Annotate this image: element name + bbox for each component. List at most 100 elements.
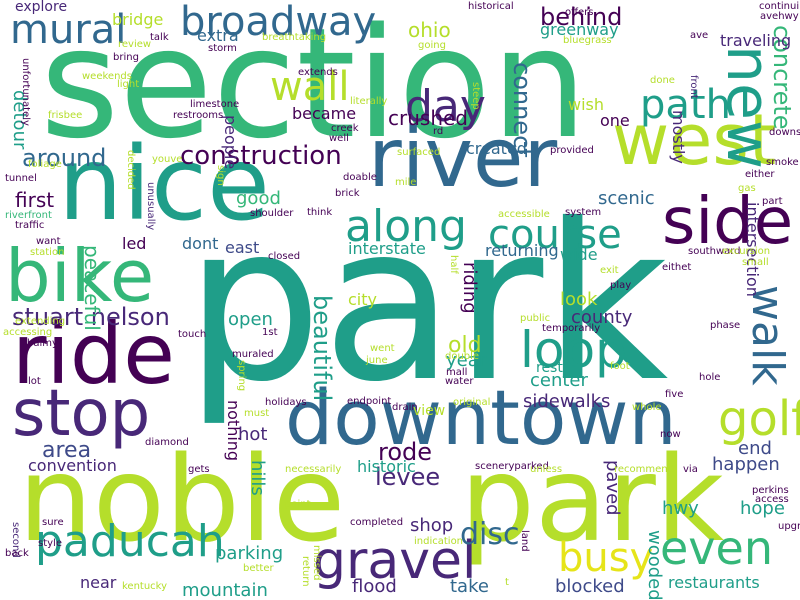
word-style-194: style — [38, 538, 62, 549]
word-area-39: area — [42, 438, 92, 463]
word-want-141: want — [36, 236, 61, 247]
word-wooded-72: wooded — [644, 530, 665, 600]
word-park-0: park — [185, 178, 669, 429]
word-wall-16: wall — [270, 64, 350, 110]
word-creek-111: creek — [331, 123, 359, 134]
word-going-114: going — [418, 40, 446, 51]
word-river-5: river — [368, 111, 558, 206]
word-year-61: year — [446, 350, 487, 371]
word-surfaced-121: surfaced — [397, 147, 441, 158]
word-riverfront-134: riverfront — [5, 210, 52, 221]
word-near-76: near — [80, 573, 117, 592]
word-rode-32: rode — [378, 438, 433, 466]
word-traffic-135: traffic — [15, 220, 45, 231]
word-beautiful-30: beautiful — [308, 295, 336, 402]
word-better-196: better — [243, 563, 274, 574]
word-offers-96: offers — [565, 7, 594, 18]
word-touch-157: touch — [178, 329, 207, 340]
word-hole-175: hole — [699, 372, 721, 383]
word-recommend-182: recommend — [614, 464, 674, 475]
word-small-147: small — [742, 257, 769, 268]
word-closed-143: closed — [268, 251, 301, 262]
word-ohio-37: ohio — [408, 18, 451, 42]
word-wish-87: wish — [568, 95, 605, 114]
word-rd-113: rd — [433, 126, 444, 137]
word-doable-129: doable — [343, 172, 377, 183]
word-1st-158: 1st — [262, 327, 278, 338]
word-created-46: created — [466, 139, 527, 158]
word-broadway-13: broadway — [180, 0, 377, 45]
word-missed-191: missed — [311, 545, 322, 581]
word-youve-126: youve — [152, 154, 183, 165]
word-frisbee-106: frisbee — [48, 110, 83, 121]
word-original-172: original — [453, 397, 491, 408]
word-smoke-120: smoke — [766, 157, 799, 168]
word-interstate-48: interstate — [348, 239, 426, 258]
word-limestone-107: limestone — [190, 99, 240, 110]
word-bike-7: bike — [5, 234, 155, 318]
word-weekends-104: weekends — [82, 71, 132, 82]
word-behind-36: behind — [540, 3, 623, 31]
word-first-45: first — [15, 188, 55, 212]
word-parking-74: parking — [215, 543, 284, 564]
word-extends-110: extends — [298, 67, 338, 78]
word-eithet-148: eithet — [662, 262, 692, 273]
word-even-22: even — [660, 521, 773, 575]
word-gravel-23: gravel — [313, 531, 477, 591]
word-flood-77: flood — [352, 576, 397, 597]
word-riding-60: riding — [459, 262, 480, 314]
word-open-56: open — [228, 309, 273, 330]
word-rest-91: rest — [536, 360, 563, 376]
word-one-43: one — [600, 111, 630, 130]
word-spring-164: spring — [236, 360, 247, 392]
word-extending-154: extending — [15, 316, 66, 327]
word-section-1: section — [40, 0, 588, 172]
word-light-103: light — [117, 79, 140, 90]
word-view-92: view — [413, 403, 446, 419]
word-accessible-136: accessible — [498, 209, 550, 220]
word-phase-153: phase — [710, 320, 741, 331]
word-provided-122: provided — [550, 145, 594, 156]
word-nice-4: nice — [58, 125, 270, 244]
word-public-152: public — [520, 313, 551, 324]
word-bridge-82: bridge — [112, 10, 164, 29]
word-old-57: old — [448, 333, 482, 358]
word-lot-165: lot — [28, 376, 41, 387]
word-drain-171: drain — [392, 402, 418, 413]
word-steep-116: steep — [470, 82, 481, 110]
word-perkins-184: perkins — [752, 485, 789, 496]
word-people-84: people — [221, 115, 240, 170]
word-east-52: east — [225, 238, 260, 257]
word-restaurants-80: restaurants — [668, 573, 760, 592]
word-course-21: course — [488, 212, 622, 258]
word-downs-119: downs — [769, 127, 800, 138]
word-southward-145: southward — [688, 246, 741, 257]
word-day-17: day — [405, 81, 486, 132]
word-path-14: path — [640, 82, 731, 128]
word-diamond-176: diamond — [145, 437, 189, 448]
word-brick-130: brick — [335, 188, 360, 199]
word-county-55: county — [571, 307, 633, 328]
word-system-137: system — [565, 207, 602, 218]
word-avehwy-94: avehwy — [760, 11, 799, 22]
word-sidewalks-62: sidewalks — [523, 391, 611, 412]
word-explore-81: explore — [15, 0, 68, 15]
word-double-161: double — [445, 351, 480, 362]
word-center-59: center — [530, 370, 588, 391]
word-station-142: station — [30, 247, 65, 258]
word-talk-100: talk — [150, 32, 169, 43]
word-kentucky-198: kentucky — [122, 581, 168, 592]
word-mostly-86: mostly — [669, 110, 688, 164]
word-construction-27: construction — [180, 141, 342, 171]
word-restrooms-108: restrooms — [173, 110, 224, 121]
word-shoulder-132: shoulder — [250, 208, 294, 219]
word-endpoint-170: endpoint — [347, 396, 392, 407]
word-convention-40: convention — [28, 456, 117, 475]
word-balmy-155: balmy — [27, 338, 58, 349]
word-levee-31: levee — [375, 463, 441, 491]
word-gas-139: gas — [738, 183, 756, 194]
word-t-199: t — [505, 577, 509, 588]
word-unusually-127: unusually — [145, 182, 156, 231]
word-gets-178: gets — [188, 464, 210, 475]
word-traveling-85: traveling — [720, 31, 792, 50]
